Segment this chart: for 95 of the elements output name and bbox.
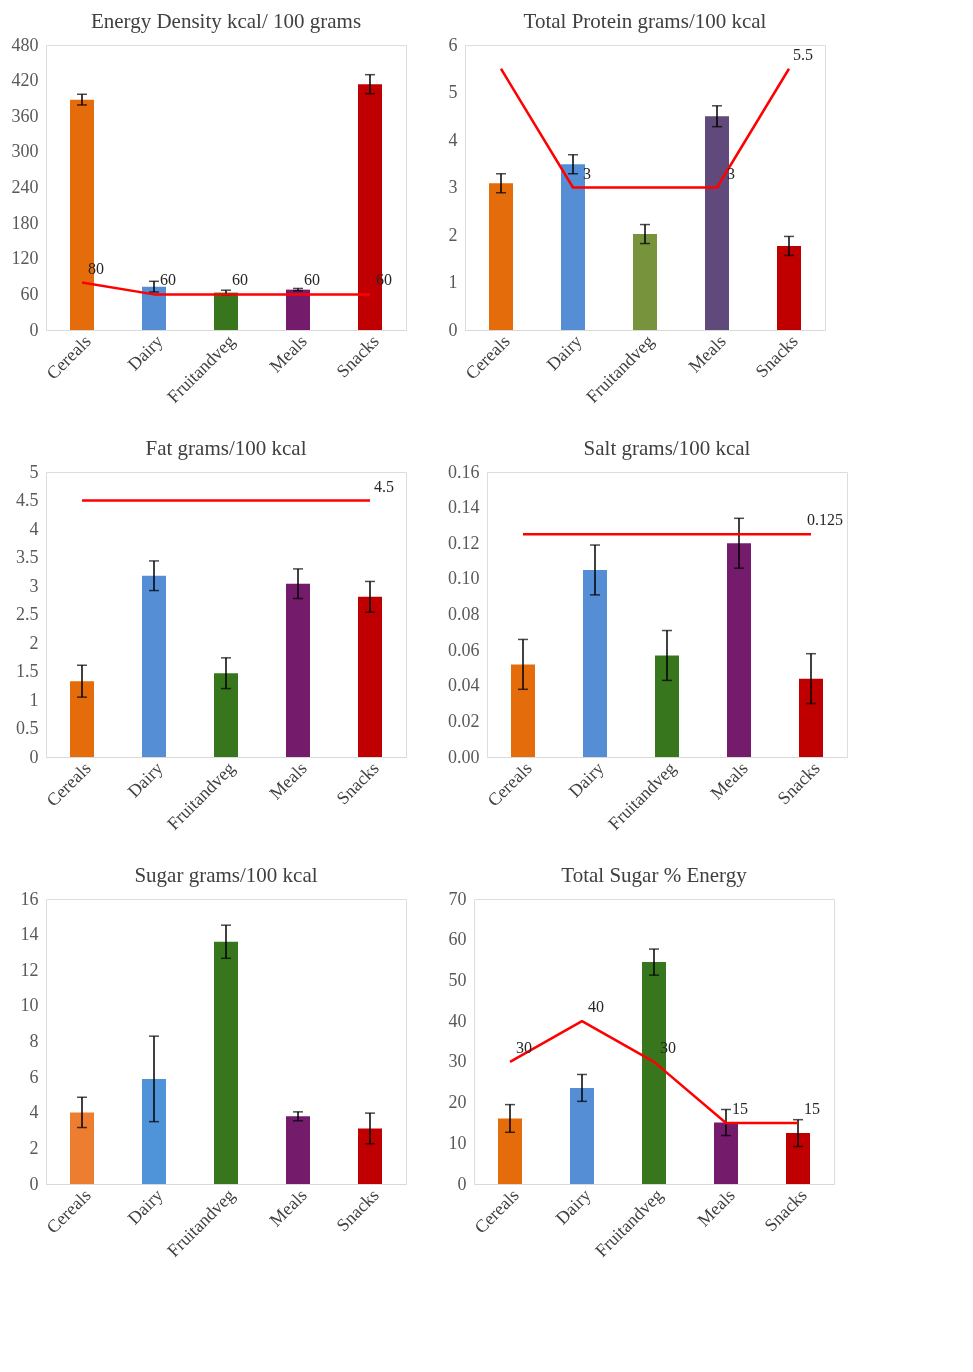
y-tick-label: 60 (448, 929, 467, 950)
y-tick-label: 120 (11, 248, 39, 269)
y-tick-label: 0.06 (448, 639, 480, 660)
y-tick-label: 0 (29, 319, 39, 340)
data-label: 15 (804, 1099, 820, 1117)
bar (786, 1133, 810, 1184)
y-tick-label: 6 (448, 34, 458, 55)
chart-title: Fat grams/100 kcal (145, 436, 307, 460)
bar (358, 1128, 382, 1184)
y-tick-label: 0.00 (448, 746, 480, 767)
y-tick-label: 0.04 (448, 675, 480, 696)
y-tick-label: 0.02 (448, 710, 480, 731)
y-tick-label: 1.5 (16, 661, 39, 681)
chart-title: Total Sugar % Energy (561, 863, 748, 887)
y-tick-label: 12 (20, 959, 39, 980)
bar (633, 234, 657, 330)
bar (561, 164, 585, 330)
y-tick-label: 30 (448, 1051, 467, 1072)
bar (142, 286, 166, 330)
y-tick-label: 8 (29, 1031, 39, 1051)
y-tick-label: 300 (11, 141, 39, 162)
bar (286, 583, 310, 757)
bar (799, 678, 823, 757)
y-tick-label: 0 (29, 746, 39, 767)
bar (489, 183, 513, 330)
y-tick-label: 180 (11, 212, 39, 233)
y-tick-label: 2 (448, 224, 458, 245)
y-tick-label: 1 (29, 689, 39, 710)
y-tick-label: 60 (20, 283, 39, 304)
bar (583, 569, 607, 757)
data-label: 0.125 (807, 511, 843, 529)
bar (142, 1078, 166, 1184)
bar (214, 673, 238, 757)
y-tick-label: 0 (29, 1173, 39, 1194)
y-tick-label: 2.5 (16, 604, 39, 624)
bar (70, 1112, 94, 1184)
bar (286, 289, 310, 330)
y-tick-label: 70 (448, 888, 467, 909)
y-tick-label: 3 (448, 177, 458, 197)
data-label: 60 (160, 271, 176, 289)
y-tick-label: 0.08 (448, 604, 480, 624)
y-tick-label: 10 (448, 1132, 467, 1153)
y-tick-label: 240 (11, 177, 39, 197)
bar (727, 543, 751, 757)
y-tick-label: 4 (29, 518, 39, 539)
data-label: 60 (304, 271, 320, 289)
y-tick-label: 16 (20, 888, 39, 909)
y-tick-label: 0.5 (16, 718, 39, 738)
y-tick-label: 14 (20, 924, 39, 945)
y-tick-label: 0 (448, 319, 458, 340)
y-tick-label: 50 (448, 969, 467, 990)
y-tick-label: 4 (29, 1102, 39, 1123)
chart-title: Salt grams/100 kcal (583, 436, 751, 460)
bar (498, 1118, 522, 1184)
bar (777, 245, 801, 330)
y-tick-label: 1 (448, 272, 458, 292)
y-tick-label: 2 (29, 632, 39, 653)
data-label: 30 (516, 1038, 532, 1056)
y-tick-label: 4 (448, 129, 458, 150)
y-tick-label: 0.12 (448, 532, 480, 553)
chart-title: Energy Density kcal/ 100 grams (90, 9, 362, 33)
data-label: 4.5 (374, 477, 394, 495)
y-tick-label: 5 (29, 461, 39, 482)
data-label: 5.5 (793, 45, 813, 63)
y-tick-label: 40 (448, 1010, 467, 1031)
y-tick-label: 360 (11, 105, 39, 126)
y-tick-label: 0.14 (448, 497, 480, 518)
bar (714, 1122, 738, 1184)
data-label: 60 (232, 271, 248, 289)
y-tick-label: 5 (448, 82, 458, 102)
y-tick-label: 3.5 (16, 547, 39, 567)
bar (511, 664, 535, 757)
bar (570, 1087, 594, 1184)
y-tick-label: 0 (457, 1173, 467, 1194)
y-tick-label: 0.16 (448, 461, 480, 482)
y-tick-label: 0.10 (448, 568, 480, 589)
chart-title: Sugar grams/100 kcal (134, 863, 318, 887)
bar (214, 941, 238, 1184)
y-tick-label: 10 (20, 995, 39, 1016)
bar (142, 575, 166, 757)
bar (286, 1116, 310, 1184)
y-tick-label: 6 (29, 1066, 39, 1087)
y-tick-label: 3 (29, 575, 39, 596)
bar (655, 655, 679, 757)
y-tick-label: 4.5 (16, 490, 39, 510)
y-tick-label: 20 (448, 1092, 467, 1113)
chart-title: Total Protein grams/100 kcal (523, 9, 767, 33)
bar (70, 681, 94, 757)
bar (705, 116, 729, 330)
bar (358, 596, 382, 757)
data-label: 40 (588, 998, 604, 1016)
y-tick-label: 420 (11, 70, 39, 91)
data-label: 15 (732, 1099, 748, 1117)
y-tick-label: 2 (29, 1137, 39, 1158)
y-tick-label: 480 (11, 34, 39, 55)
